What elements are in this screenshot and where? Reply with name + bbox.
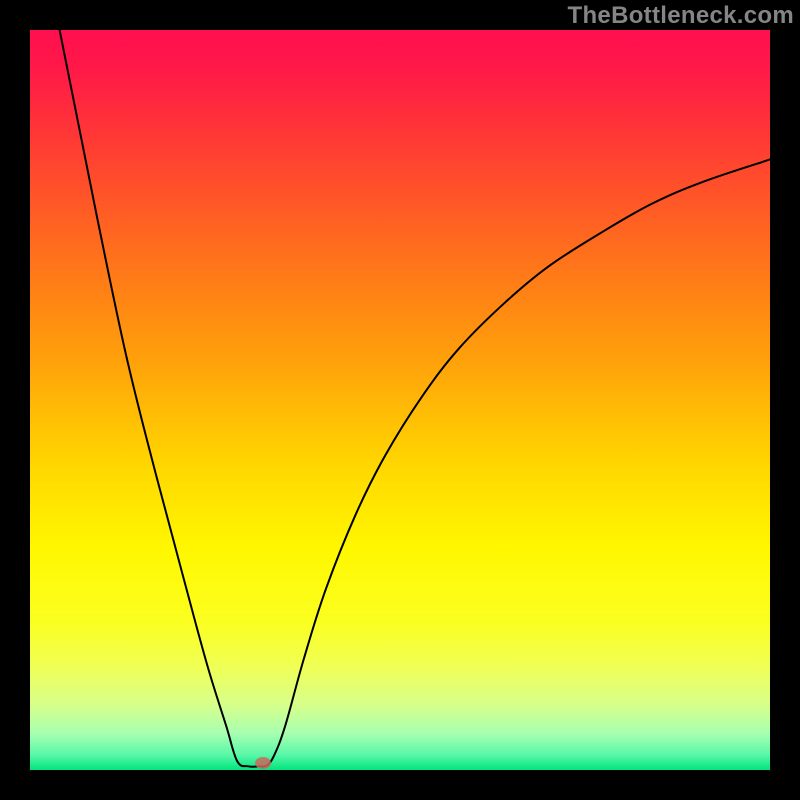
plot-area — [30, 30, 770, 770]
curve-line — [60, 30, 770, 767]
minimum-marker — [255, 757, 271, 769]
outer-frame: TheBottleneck.com — [0, 0, 800, 800]
watermark-text: TheBottleneck.com — [568, 2, 794, 30]
bottleneck-curve-chart — [30, 30, 770, 770]
